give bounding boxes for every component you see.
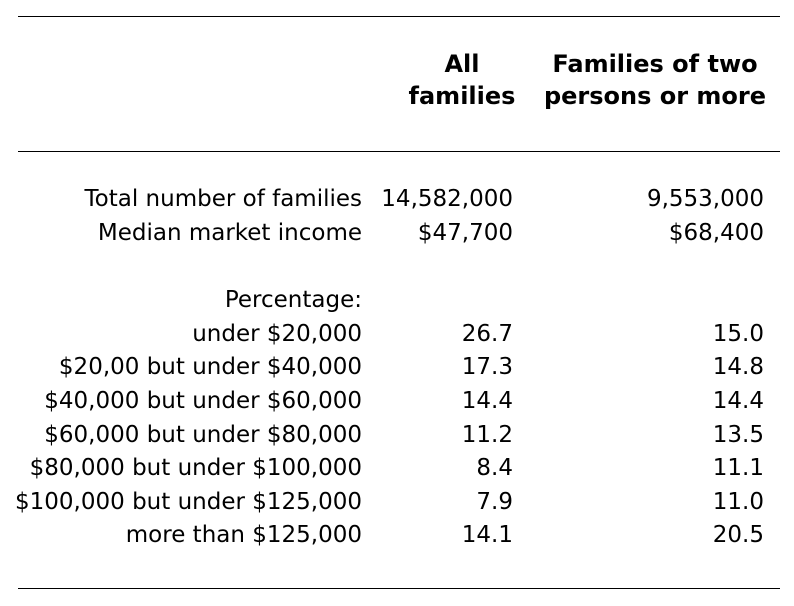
cell-two-plus: 9,553,000 [646,186,764,212]
row-label: $80,000 but under $100,000 [29,455,362,481]
cell-all-families: $47,700 [417,220,513,246]
row-label: under $20,000 [192,321,362,347]
header-two-plus-line2: persons or more [543,82,767,110]
row-label: Median market income [97,220,362,246]
row-label: more than $125,000 [125,522,362,548]
cell-two-plus: 20.5 [712,522,764,548]
row-label: $40,000 but under $60,000 [44,388,362,414]
header-all-families: All families [398,48,526,112]
cell-all-families: 26.7 [461,321,513,347]
cell-two-plus: 14.8 [712,354,764,380]
header-all-families-line2: families [408,82,516,110]
cell-two-plus: 14.4 [712,388,764,414]
cell-all-families: 14.1 [461,522,513,548]
row-label: $60,000 but under $80,000 [44,422,362,448]
cell-two-plus: 13.5 [712,422,764,448]
header-two-plus-line1: Families of two [552,50,758,78]
cell-all-families: 8.4 [476,455,513,481]
cell-two-plus: 11.1 [712,455,764,481]
row-label: Total number of families [84,186,362,212]
header-two-plus-families: Families of two persons or more [536,48,774,112]
cell-all-families: 14,582,000 [381,186,513,212]
header-rule [18,151,780,152]
bottom-rule [18,588,780,589]
cell-two-plus: 11.0 [712,489,764,515]
top-rule [18,16,780,17]
cell-all-families: 14.4 [461,388,513,414]
cell-two-plus: $68,400 [668,220,764,246]
cell-two-plus: 15.0 [712,321,764,347]
percentage-heading: Percentage: [224,287,362,313]
cell-all-families: 7.9 [476,489,513,515]
cell-all-families: 17.3 [461,354,513,380]
cell-all-families: 11.2 [461,422,513,448]
row-label: $100,000 but under $125,000 [15,489,362,515]
header-all-families-line1: All [444,50,480,78]
row-label: $20,00 but under $40,000 [58,354,362,380]
